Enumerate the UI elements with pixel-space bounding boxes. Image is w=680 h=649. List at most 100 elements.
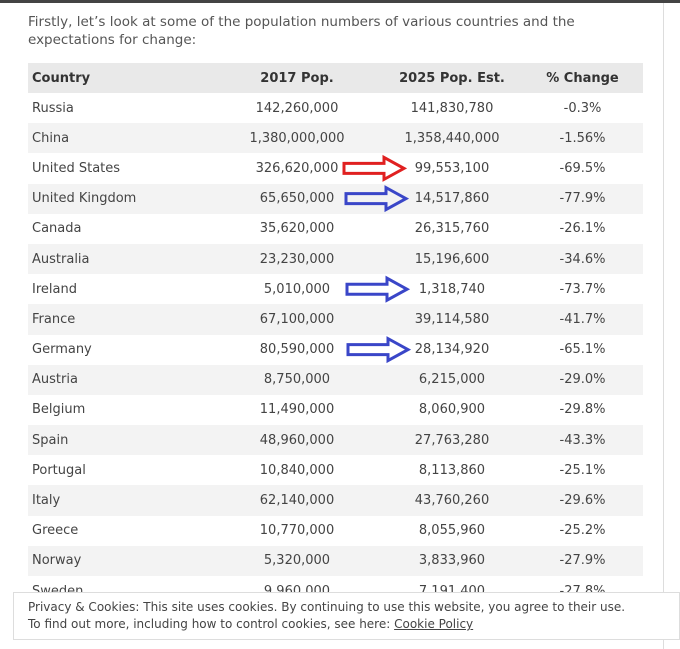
blue-arrow [346, 336, 412, 364]
table-cell: 142,260,000 [255, 100, 339, 116]
cookie-text: To find out more, including how to contr… [28, 616, 679, 633]
table-cell: -41.7% [522, 304, 643, 335]
table-row: Norway 5,320,000 3,833,960 -27.9% [28, 545, 643, 576]
table-cell: 99,553,100 [414, 160, 490, 176]
red-arrow [342, 154, 408, 182]
table-row: Portugal 10,840,000 8,113,860 -25.1% [28, 455, 643, 485]
table-cell: 80,590,000 [259, 342, 335, 358]
table-cell: 10,770,000 [259, 523, 335, 539]
table-cell: -65.1% [559, 342, 606, 358]
table-row: Germany 80,590,000 28,134,920 -65.1% [28, 335, 643, 365]
column-header: 2025 Pop. Est. [382, 63, 522, 93]
table-cell: Germany [32, 342, 92, 358]
right-edge [663, 3, 664, 649]
table-cell: 8,750,000 [212, 364, 382, 395]
table-cell: -69.5% [559, 160, 606, 176]
cookie-banner: Privacy & Cookies: This site uses cookie… [13, 592, 680, 640]
table-cell: -1.56% [522, 123, 643, 154]
table-cell: -77.9% [522, 183, 643, 214]
table-cell: 1,318,740 [418, 281, 486, 297]
table-cell: 15,196,600 [382, 243, 522, 275]
table-cell: -0.3% [563, 100, 602, 116]
table-cell: 67,100,000 [212, 304, 382, 335]
table-cell: Ireland [32, 281, 77, 297]
table-row: Greece 10,770,000 8,055,960 -25.2% [28, 516, 643, 546]
table-cell: China [28, 123, 212, 154]
table-row: Ireland 5,010,000 1,318,740 -73.7% [28, 274, 643, 304]
intro-text: Firstly, let’s look at some of the popul… [28, 14, 575, 48]
table-cell: Russia [32, 100, 74, 116]
table-row: Belgium 11,490,000 8,060,900 -29.8% [28, 395, 643, 425]
table-cell: 48,960,000 [212, 425, 382, 456]
table-cell: -29.6% [522, 485, 643, 516]
table-cell: 141,830,780 [410, 100, 494, 116]
table-cell: -27.9% [522, 545, 643, 576]
table-row: Australia 23,230,000 15,196,600 -34.6% [28, 243, 643, 275]
cookie-text: To find out more, including how to contr… [28, 617, 395, 631]
table-cell: 10,840,000 [259, 462, 335, 478]
table-cell: 3,833,960 [382, 545, 522, 576]
table-row: Canada 35,620,000 26,315,760 -26.1% [28, 214, 643, 244]
blue-arrow [344, 185, 410, 213]
blue-arrow [345, 275, 411, 303]
table-cell: Greece [32, 523, 79, 539]
table-cell: 1,358,440,000 [382, 123, 522, 154]
table-cell: -29.0% [522, 364, 643, 395]
table-cell: 23,230,000 [212, 243, 382, 275]
header-row: Country 2017 Pop. 2025 Pop. Est.% Change [28, 63, 643, 93]
table-row: Russia 142,260,000 141,830,780 -0.3% [28, 93, 643, 123]
top-bar [0, 0, 680, 3]
table-row: United Kingdom 65,650,000 14,517,860 -77.9% [28, 183, 643, 214]
column-header: Country [28, 63, 212, 93]
table-cell: United States [32, 160, 121, 176]
table-row: Spain 48,960,000 27,763,280 -43.3% [28, 425, 643, 456]
table-cell: 43,760,260 [382, 485, 522, 516]
table-row: France 67,100,000 39,114,580 -41.7% [28, 304, 643, 335]
table-cell: -25.1% [559, 462, 606, 478]
table-cell: -26.1% [559, 221, 606, 237]
table-cell: 65,650,000 [212, 183, 382, 214]
table-cell: 35,620,000 [259, 221, 335, 237]
population-table: Country 2017 Pop. 2025 Pop. Est.% Change R… [28, 63, 643, 606]
table-cell: 8,060,900 [418, 402, 486, 418]
table-row: Italy 62,140,000 43,760,260 -29.6% [28, 485, 643, 516]
table-cell: 6,215,000 [382, 364, 522, 395]
cookie-policy-link[interactable]: Cookie Policy [394, 617, 474, 631]
table-cell: Portugal [32, 462, 86, 478]
table-cell: 62,140,000 [212, 485, 382, 516]
table-cell: 27,763,280 [382, 425, 522, 456]
table-cell: -25.2% [559, 523, 606, 539]
table-cell: Austria [28, 364, 212, 395]
table-cell: Belgium [32, 402, 86, 418]
table-cell: -43.3% [522, 425, 643, 456]
table-cell: 5,010,000 [263, 281, 331, 297]
cookie-text: Privacy & Cookies: This site uses cookie… [28, 600, 626, 614]
table-cell: 5,320,000 [212, 545, 382, 576]
table-cell: -34.6% [522, 243, 643, 275]
table-cell: 8,113,860 [418, 462, 486, 478]
table-cell: 39,114,580 [382, 304, 522, 335]
table-cell: Italy [28, 485, 212, 516]
table-cell: 8,055,960 [418, 523, 486, 539]
table-row: United States 326,620,000 99,553,100 -69.5% [28, 153, 643, 183]
table-cell: Spain [28, 425, 212, 456]
table-cell: 11,490,000 [259, 402, 335, 418]
table-cell: -29.8% [559, 402, 606, 418]
table-body: Russia 142,260,000 141,830,780 -0.3% China 1,… [28, 93, 643, 606]
table-row: China 1,380,000,000 1,358,440,000 -1.56% [28, 123, 643, 154]
table-cell: 26,315,760 [414, 221, 490, 237]
table-cell: Norway [28, 545, 212, 576]
table-cell: 28,134,920 [414, 342, 490, 358]
table-cell: 326,620,000 [255, 160, 339, 176]
table-cell: 1,380,000,000 [212, 123, 382, 154]
table-cell: France [28, 304, 212, 335]
column-header: % Change [522, 63, 643, 93]
table-cell: Canada [32, 221, 82, 237]
table-row: Austria 8,750,000 6,215,000 -29.0% [28, 364, 643, 395]
table-cell: -73.7% [559, 281, 606, 297]
table-cell: Australia [28, 243, 212, 275]
column-header: 2017 Pop. [212, 63, 382, 93]
table-cell: United Kingdom [28, 183, 212, 214]
